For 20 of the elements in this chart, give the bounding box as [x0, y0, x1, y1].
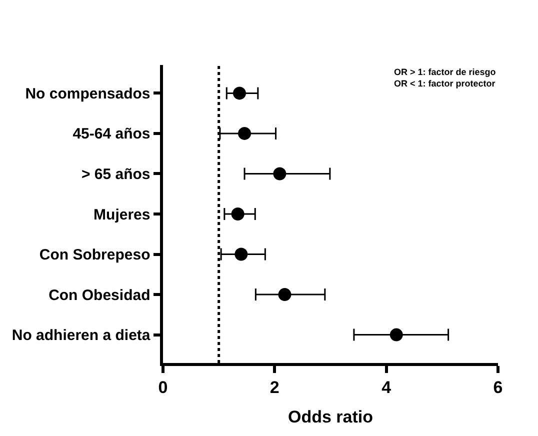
- x-tick-label: 6: [493, 378, 503, 398]
- y-tick-label: No adhieren a dieta: [12, 327, 151, 344]
- point: [238, 126, 252, 140]
- point: [231, 208, 244, 220]
- y-tick-label: Con Sobrepeso: [39, 246, 150, 264]
- annotation: OR > 1: factor de riesgo OR < 1: factor protector: [394, 67, 496, 89]
- point: [278, 288, 292, 302]
- point: [390, 328, 403, 342]
- point: [273, 167, 286, 180]
- y-tick-label: Con Obesidad: [48, 286, 150, 304]
- point: [234, 248, 248, 261]
- x-tick-label: 0: [158, 378, 168, 398]
- x-tick-label: 2: [270, 378, 280, 398]
- point: [232, 86, 246, 100]
- y-tick-label: > 65 años: [81, 166, 150, 183]
- y-tick-label: Mujeres: [94, 206, 150, 224]
- x-tick-label: 4: [382, 378, 392, 398]
- y-tick-label: 45-64 años: [72, 126, 150, 143]
- x-axis-title: Odds ratio: [288, 408, 374, 427]
- y-tick-label: No compensados: [25, 85, 150, 102]
